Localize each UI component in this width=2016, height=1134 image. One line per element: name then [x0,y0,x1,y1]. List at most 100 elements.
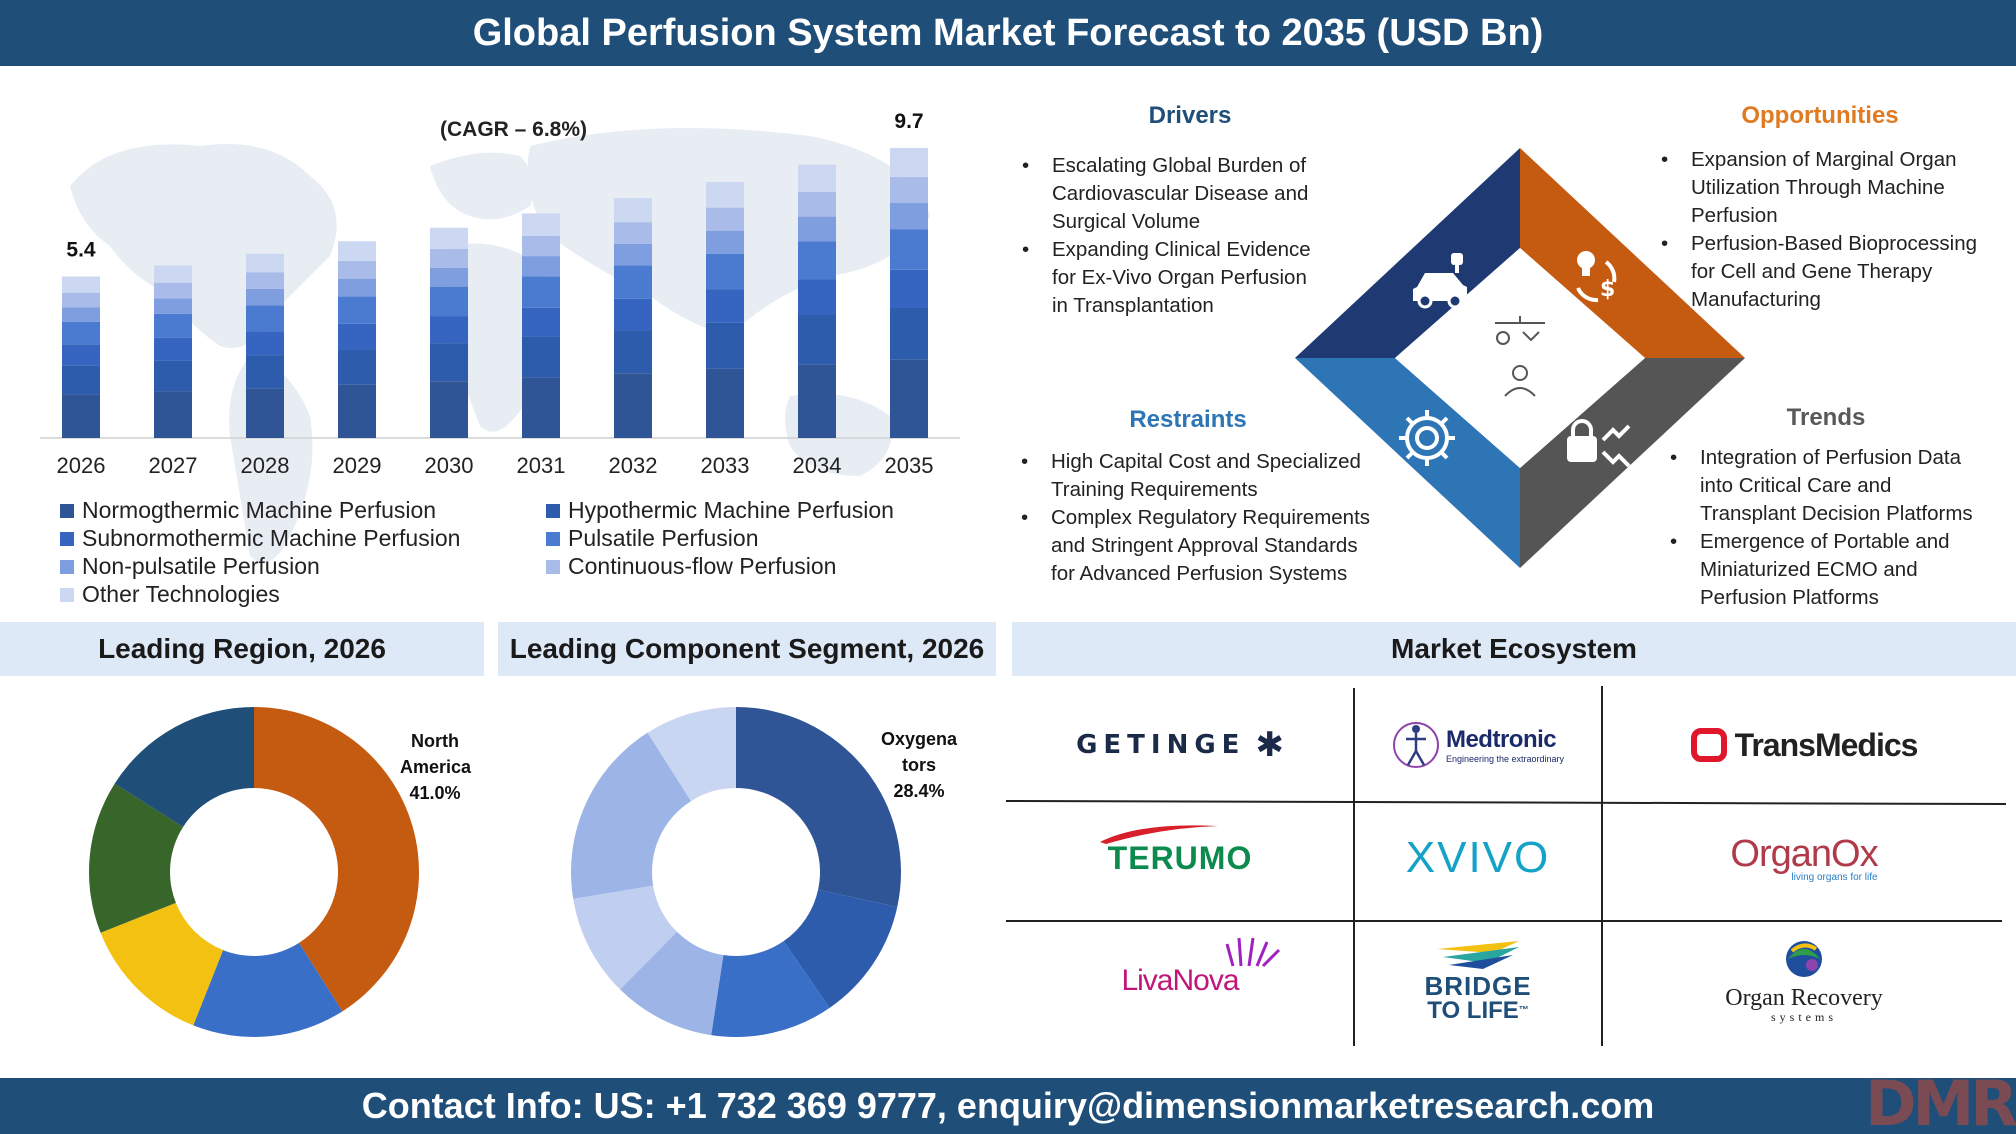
bar-segment [890,147,928,177]
bar-segment [338,260,376,279]
bar-segment [522,235,560,257]
x-tick-label: 2027 [149,453,198,478]
bar-segment [246,305,284,332]
gear-icon [1399,410,1455,466]
bar-segment [614,198,652,223]
legend-swatch [60,587,74,602]
trends-title: Trends [1786,404,1866,431]
trends-quadrant [1520,358,1745,568]
bar-segment [706,289,744,323]
livanova-rays-icon [1226,937,1281,968]
donut-slice [254,707,419,1012]
component-donut-chart [571,707,901,1037]
oxygenators-label-1: Oxygena [880,729,958,749]
bar-segment [798,192,836,217]
region-donut-chart [89,707,419,1037]
bar-segment [154,337,192,361]
bar-segment [338,278,376,297]
bar-segment [430,248,468,268]
donut-slice [736,707,901,907]
bar-segment [338,296,376,324]
legend-swatch [60,531,74,546]
bar-segment [706,207,744,231]
north-america-value: 41.0% [409,783,461,803]
lock-trend-icon [1567,419,1631,468]
xvivo-logo: XVIVO [1405,833,1551,882]
bar-segment [706,182,744,208]
north-america-label: North America [400,731,472,777]
donut-slice [573,885,677,990]
bar-segment [522,256,560,277]
bar-stack-2028 [246,253,284,438]
transmedics-mark-icon [1690,728,1727,762]
bar-segment [430,343,468,382]
data-label: 5.4 [66,239,96,262]
terumo-swoosh-icon [1099,824,1218,844]
donut-slice [620,931,724,1036]
region-callout-label: North America 41.0% [390,728,480,806]
svg-text:$: $ [1600,277,1615,302]
x-tick-label: 2032 [609,453,658,478]
drivers-quadrant [1295,148,1520,358]
x-tick-label: 2035 [885,453,934,478]
drivers-title: Drivers [1148,102,1232,129]
bar-stack-2032 [614,198,652,438]
bar-segment [430,227,468,249]
data-label: 9.7 [894,110,923,133]
bar-segment [246,288,284,306]
opportunities-quadrant [1520,148,1745,358]
bar-segment [430,267,468,287]
medtronic-logo: Medtronic Engineering the extraordinary [1356,690,1600,800]
bar-segment [430,286,468,317]
bar-segment [614,298,652,331]
bar-segment [890,269,928,308]
x-tick-label: 2034 [793,453,842,478]
bar-segment [614,330,652,374]
bar-segment [62,321,100,345]
restraints-list: High Capital Cost and Specialized Traini… [1021,448,1371,588]
donut-slice [647,707,736,802]
oxygenators-label-2: tors [901,755,936,775]
ecosystem-section-header: Market Ecosystem [1012,622,2016,676]
bar-segment [798,315,836,365]
market-dynamics-diamond: $ [1295,148,1745,568]
x-tick-label: 2031 [517,453,566,478]
x-tick-label: 2030 [425,453,474,478]
livanova-logo: LivaNova [1010,926,1350,1036]
component-callout-label: Oxygena tors 28.4% [874,726,964,804]
bar-segment [246,272,284,289]
x-tick-label: 2029 [333,453,382,478]
list-item: Expanding Clinical Evidence for Ex-Vivo … [1022,236,1322,320]
x-tick-label: 2026 [57,453,106,478]
component-section-header: Leading Component Segment, 2026 [498,622,996,676]
bar-segment [798,364,836,438]
legend-swatch [546,559,560,574]
list-item: Expansion of Marginal Organ Utilization … [1661,146,2001,230]
bar-segment [890,203,928,230]
asterisk-icon: ✱ [1255,726,1284,764]
donut-slice [100,902,224,1026]
medtronic-figure-icon [1392,722,1439,768]
donut-slice [571,732,691,899]
bar-segment [890,229,928,270]
lightbulb-dollar-icon: $ [1576,251,1617,303]
bar-segment [522,213,560,236]
legend-item: Non-pulsatile Perfusion [60,553,320,580]
donut-slice [114,707,255,827]
bar-segment [706,253,744,290]
bar-segment [614,222,652,244]
bar-segment [798,216,836,242]
bar-segment [614,243,652,266]
bar-segment [154,391,192,438]
bar-stack-2031 [522,213,560,438]
list-item: High Capital Cost and Specialized Traini… [1021,448,1371,504]
legend-item: Other Technologies [60,581,280,608]
transmedics-logo: TransMedics [1604,690,2004,800]
contact-info: Contact Info: US: +1 732 369 9777, enqui… [0,1078,2016,1134]
bar-segment [522,307,560,337]
bar-segment [62,307,100,322]
terumo-logo: TERUMO [1010,808,1350,908]
legend-swatch [60,559,74,574]
bar-stack-2027 [154,265,192,438]
list-item: Escalating Global Burden of Cardiovascul… [1022,152,1322,236]
